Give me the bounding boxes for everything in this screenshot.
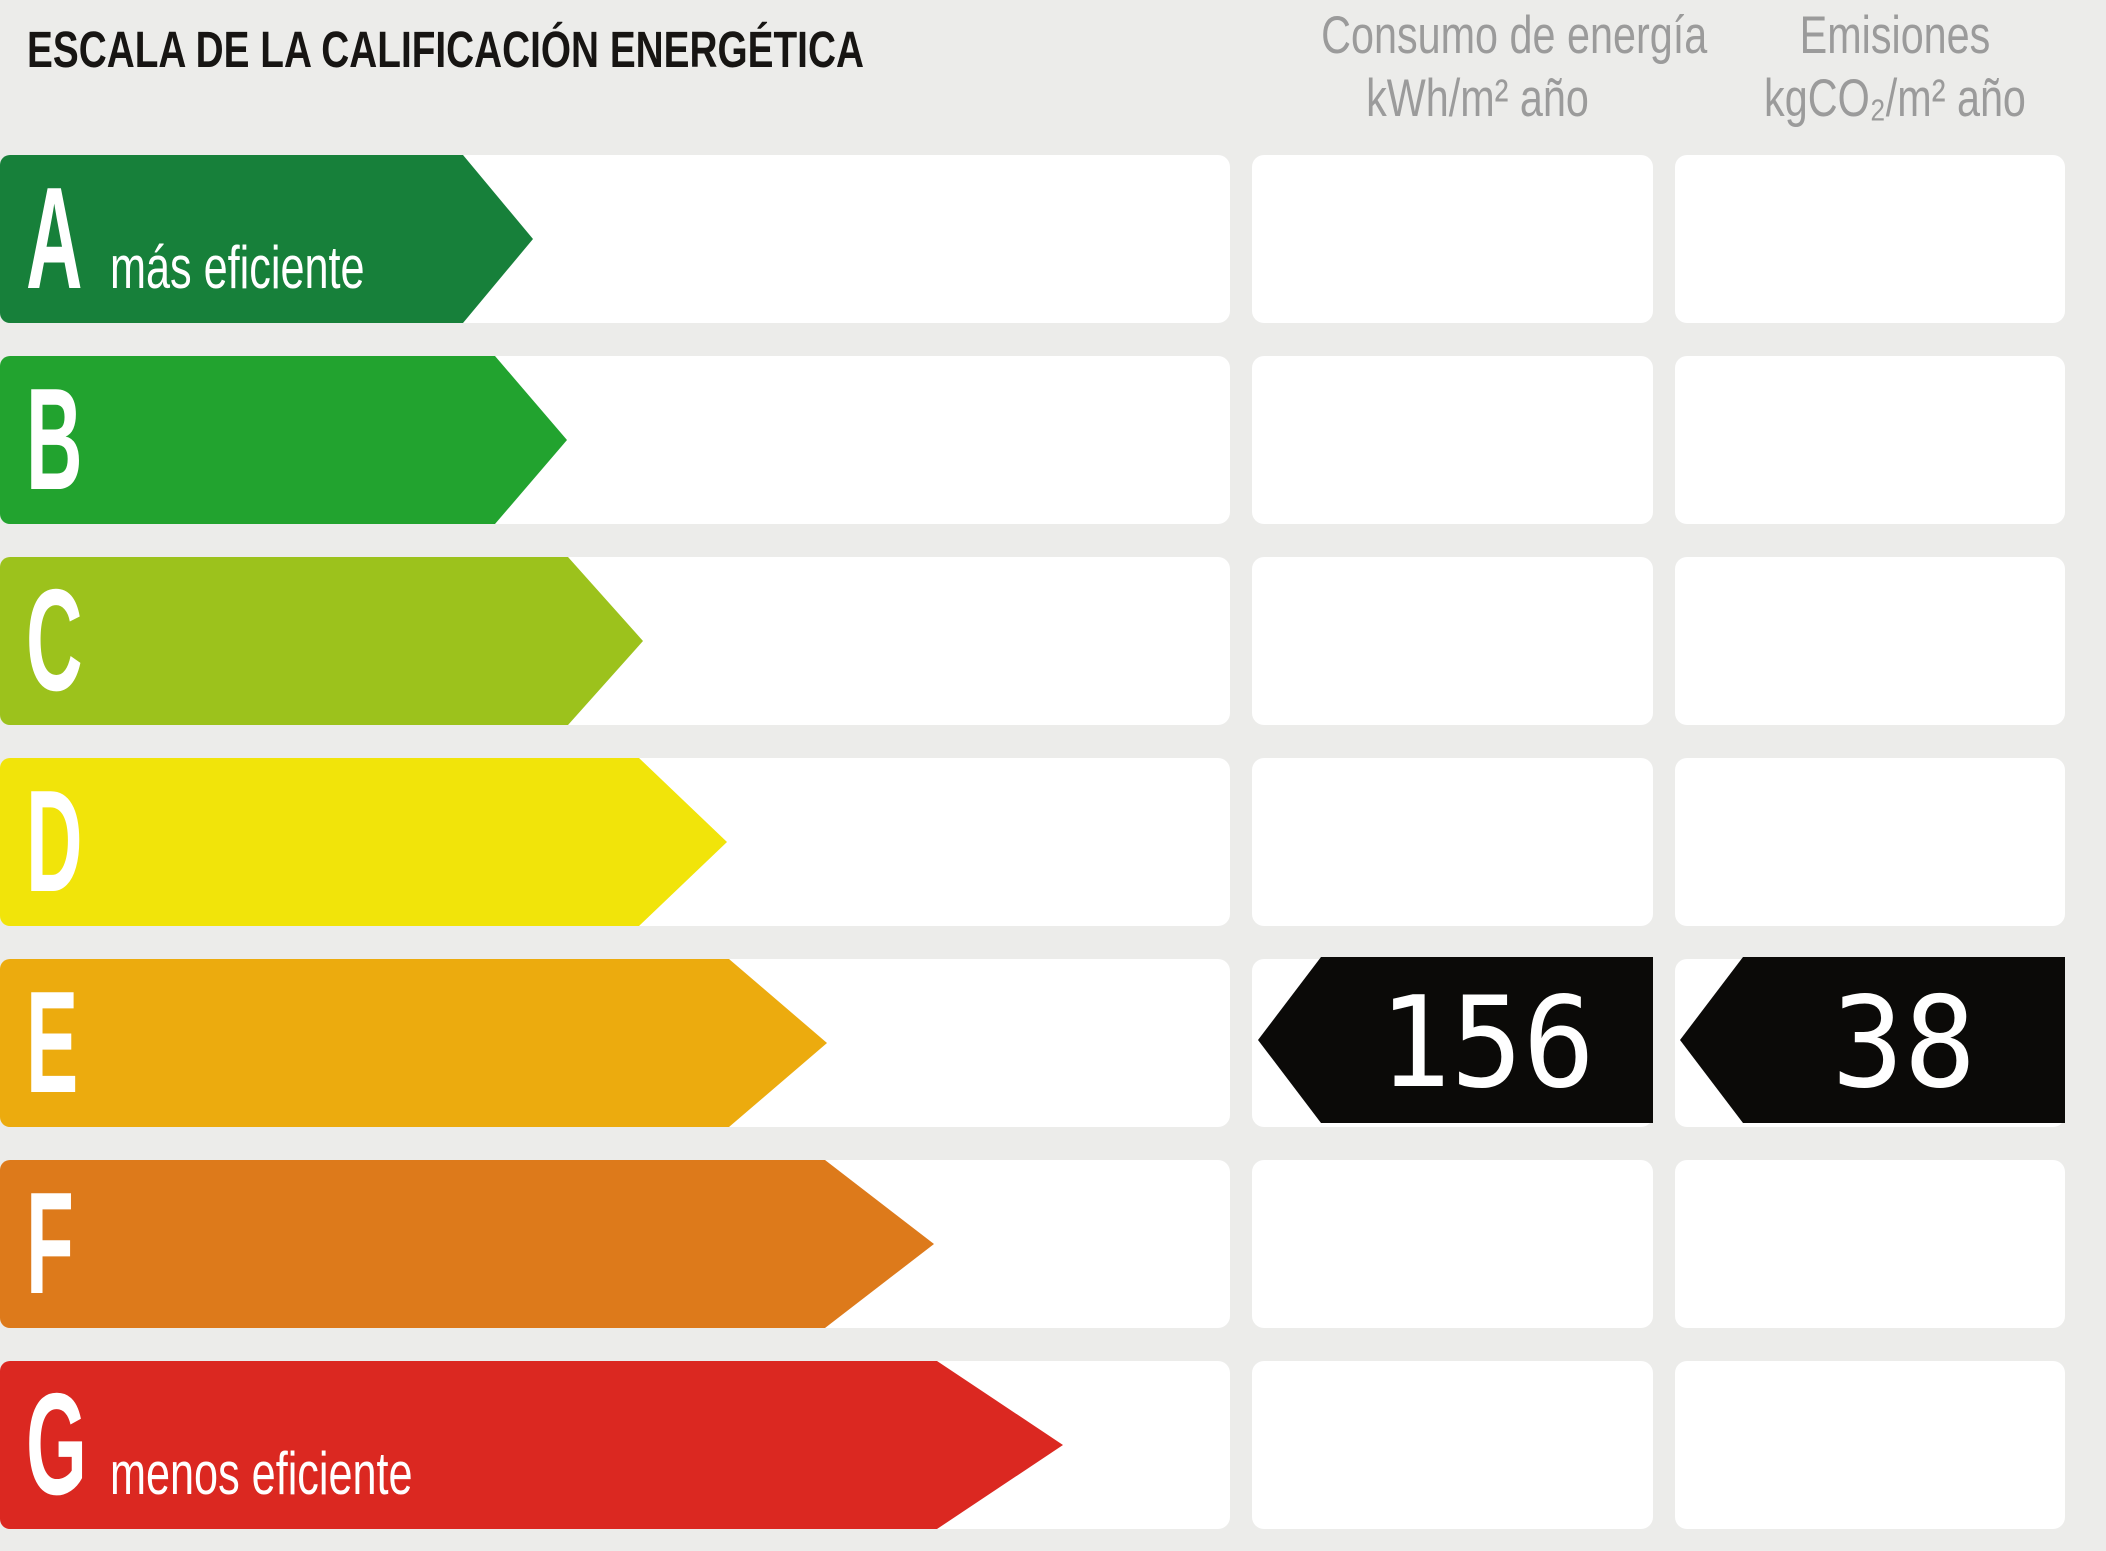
consumption-cell-a bbox=[1252, 155, 1653, 323]
rating-arrow-a: A más eficiente bbox=[0, 155, 533, 323]
emissions-cell-a bbox=[1675, 155, 2065, 323]
consumption-column-header: Consumo de energía kWh/m² año bbox=[1321, 4, 1708, 130]
scale-track-g: G menos eficiente bbox=[0, 1361, 1230, 1529]
emissions-value-badge: 38 bbox=[1680, 957, 2065, 1123]
scale-row-g: G menos eficiente bbox=[0, 1361, 2106, 1529]
emissions-cell-d bbox=[1675, 758, 2065, 926]
emissions-cell-b bbox=[1675, 356, 2065, 524]
rating-letter-c: C bbox=[26, 559, 83, 721]
scale-row-f: F bbox=[0, 1160, 2106, 1328]
rating-arrow-f: F bbox=[0, 1160, 934, 1328]
header-col-scale: ESCALA DE LA CALIFICACIÓN ENERGÉTICA bbox=[25, 0, 1255, 75]
rating-letter-d: D bbox=[26, 760, 83, 922]
scale-track-a: A más eficiente bbox=[0, 155, 1230, 323]
scale-row-e: E 156 38 bbox=[0, 957, 2106, 1127]
rating-arrow-c: C bbox=[0, 557, 643, 725]
scale-row-d: D bbox=[0, 758, 2106, 926]
consumption-cell-d bbox=[1252, 758, 1653, 926]
emissions-cell-g bbox=[1675, 1361, 2065, 1529]
consumption-cell-c bbox=[1252, 557, 1653, 725]
emissions-value: 38 bbox=[1831, 969, 1977, 1116]
rating-letter-a: A bbox=[26, 157, 83, 319]
consumption-cell-f bbox=[1252, 1160, 1653, 1328]
header: ESCALA DE LA CALIFICACIÓN ENERGÉTICA Con… bbox=[25, 0, 2090, 155]
emissions-cell-c bbox=[1675, 557, 2065, 725]
scale-row-c: C bbox=[0, 557, 2106, 725]
rating-arrow-g: G menos eficiente bbox=[0, 1361, 1063, 1529]
consumption-cell-b bbox=[1252, 356, 1653, 524]
rating-letter-f: F bbox=[26, 1162, 74, 1324]
scale-row-a: A más eficiente bbox=[0, 155, 2106, 323]
scale-track-c: C bbox=[0, 557, 1230, 725]
header-col-consumption: Consumo de energía kWh/m² año bbox=[1277, 0, 1708, 130]
emissions-cell-f bbox=[1675, 1160, 2065, 1328]
page-title: ESCALA DE LA CALIFICACIÓN ENERGÉTICA bbox=[27, 21, 864, 78]
rating-letter-e: E bbox=[26, 961, 79, 1123]
scale-track-e: E bbox=[0, 959, 1230, 1127]
emissions-cell-e: 38 bbox=[1675, 957, 2065, 1127]
rating-arrow-b: B bbox=[0, 356, 567, 524]
rating-arrow-e: E bbox=[0, 959, 827, 1127]
rating-arrow-d: D bbox=[0, 758, 727, 926]
consumption-header-line1: Consumo de energía bbox=[1321, 6, 1708, 65]
emissions-header-line2: kgCO₂/m² año bbox=[1764, 69, 2026, 128]
header-col-emissions: Emisiones kgCO₂/m² año bbox=[1700, 0, 2090, 130]
emissions-column-header: Emisiones kgCO₂/m² año bbox=[1743, 4, 2047, 130]
scale-row-b: B bbox=[0, 356, 2106, 524]
consumption-header-line2: kWh/m² año bbox=[1366, 69, 1589, 128]
consumption-value-badge: 156 bbox=[1258, 957, 1653, 1123]
scale-track-f: F bbox=[0, 1160, 1230, 1328]
rating-letter-g: G bbox=[26, 1363, 87, 1525]
consumption-cell-e: 156 bbox=[1252, 957, 1653, 1127]
rating-rows: A más eficiente B C bbox=[0, 155, 2106, 1529]
emissions-header-line1: Emisiones bbox=[1799, 6, 1991, 65]
scale-track-b: B bbox=[0, 356, 1230, 524]
consumption-value: 156 bbox=[1378, 969, 1596, 1116]
rating-note-a: más eficiente bbox=[110, 234, 365, 301]
consumption-cell-g bbox=[1252, 1361, 1653, 1529]
rating-note-g: menos eficiente bbox=[110, 1440, 413, 1507]
scale-track-d: D bbox=[0, 758, 1230, 926]
rating-letter-b: B bbox=[26, 358, 83, 520]
